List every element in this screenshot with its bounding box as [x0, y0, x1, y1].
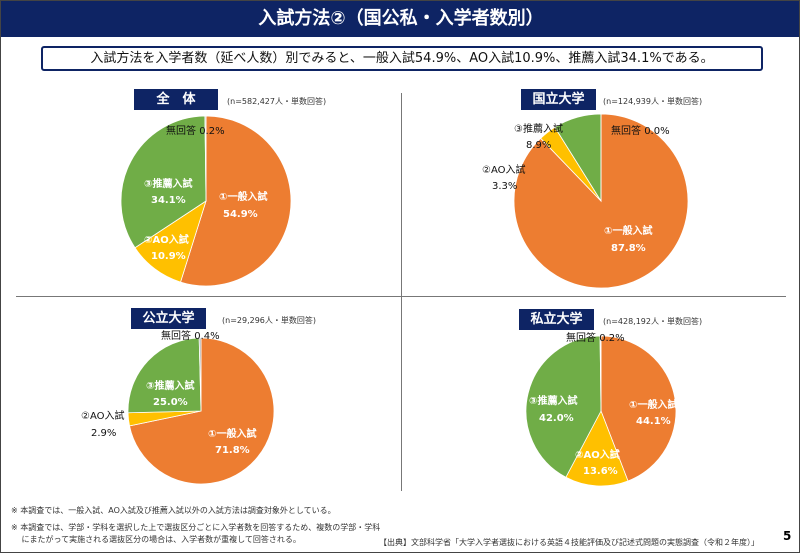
pie-2-slice-general [129, 337, 275, 485]
summary-box: 入試方法を入学者数（延べ人数）別でみると、一般入試54.9%、AO入試10.9%… [41, 46, 763, 71]
pie-1-value-ao: 3.3% [492, 181, 518, 192]
pie-1-label-general: ①一般入試 [604, 226, 653, 237]
pie-3-slice-general [600, 335, 677, 482]
pie-title-all: 全 体 [134, 89, 218, 110]
pie-note-all: (n=582,427人・単数回答) [227, 97, 327, 106]
pie-1-label-recommend: ③推薦入試 [514, 124, 563, 135]
source-citation: 【出典】文部科学省「大学入学者選抜における英語４技能評価及び記述式問題の実態調査… [379, 538, 759, 547]
category-label: 無回答 [166, 126, 196, 137]
value-label: 0.4% [194, 331, 220, 342]
pie-title-national: 国立大学 [521, 89, 596, 110]
category-label: 無回答 [611, 126, 641, 137]
pie-2-label-recommend: ③推薦入試 [146, 381, 195, 392]
pie-2-label-ao: ②AO入試 [81, 411, 125, 422]
pie-3-slice-ao [565, 410, 629, 487]
pie-note-national: (n=124,939人・単数回答) [603, 97, 703, 106]
pie-3-slice-recommend [525, 335, 602, 478]
footnote-2: ※ 本調査では、学部・学科を選択した上で選抜区分ごとに入学者数を回答するため、複… [11, 523, 381, 532]
pie-3-slice-no-answer [599, 335, 602, 412]
pie-1-label-no-answer: 無回答 0.0% [611, 122, 670, 137]
pie-1-value-general: 87.8% [611, 243, 646, 254]
footnote-1: ※ 本調査では、一般入試、AO入試及び推薦入試以外の入試方法は調査対象外としてい… [11, 506, 336, 515]
pie-1-value-recommend: 8.9% [526, 140, 552, 151]
pie-3-label-ao: ②AO入試 [575, 450, 620, 461]
pie-0-value-recommend: 34.1% [151, 195, 186, 206]
pie-0-label-recommend: ③推薦入試 [144, 179, 193, 190]
value-label: 0.2% [599, 333, 625, 344]
vertical-divider [401, 93, 402, 491]
pie-2-value-ao: 2.9% [91, 428, 117, 439]
category-label: 無回答 [566, 333, 596, 344]
pie-title-private: 私立大学 [519, 309, 594, 330]
pie-0-label-general: ①一般入試 [219, 192, 268, 203]
pie-0-slice-recommend [120, 115, 207, 249]
pie-title-public: 公立大学 [131, 308, 206, 329]
value-label: 0.2% [199, 126, 225, 137]
pie-0-label-ao: ②AO入試 [144, 235, 189, 246]
pie-0-label-no-answer: 無回答 0.2% [166, 122, 225, 137]
pie-2-label-no-answer: 無回答 0.4% [161, 327, 220, 342]
pie-3-value-ao: 13.6% [583, 466, 618, 477]
pie-0-slice-general [180, 115, 292, 287]
pie-2-label-general: ①一般入試 [208, 429, 257, 440]
pie-note-private: (n=428,192人・単数回答) [603, 317, 703, 326]
pie-2-slice-no-answer [198, 337, 202, 412]
pie-3-value-recommend: 42.0% [539, 413, 574, 424]
pie-3-value-general: 44.1% [636, 416, 671, 427]
footnote-3: にまたがって実施される選抜区分の場合は、入学者数が重複して回答される。 [11, 535, 301, 544]
pie-2-value-recommend: 25.0% [153, 397, 188, 408]
pie-3-label-general: ①一般入試 [629, 400, 678, 411]
horizontal-divider [16, 296, 786, 297]
page-number: 5 [783, 529, 792, 543]
pie-0-slice-no-answer [204, 115, 207, 202]
pie-3-label-recommend: ③推薦入試 [529, 396, 578, 407]
pie-2-slice-recommend [127, 337, 202, 414]
slide-title: 入試方法②（国公私・入学者数別） [1, 1, 799, 37]
pie-0-value-ao: 10.9% [151, 251, 186, 262]
category-label: 無回答 [161, 331, 191, 342]
pie-1-label-ao: ②AO入試 [482, 165, 526, 176]
pie-2-value-general: 71.8% [215, 445, 250, 456]
pie-3-label-no-answer: 無回答 0.2% [566, 329, 625, 344]
pie-note-public: (n=29,296人・単数回答) [222, 316, 317, 325]
pie-0-value-general: 54.9% [223, 209, 258, 220]
value-label: 0.0% [644, 126, 670, 137]
